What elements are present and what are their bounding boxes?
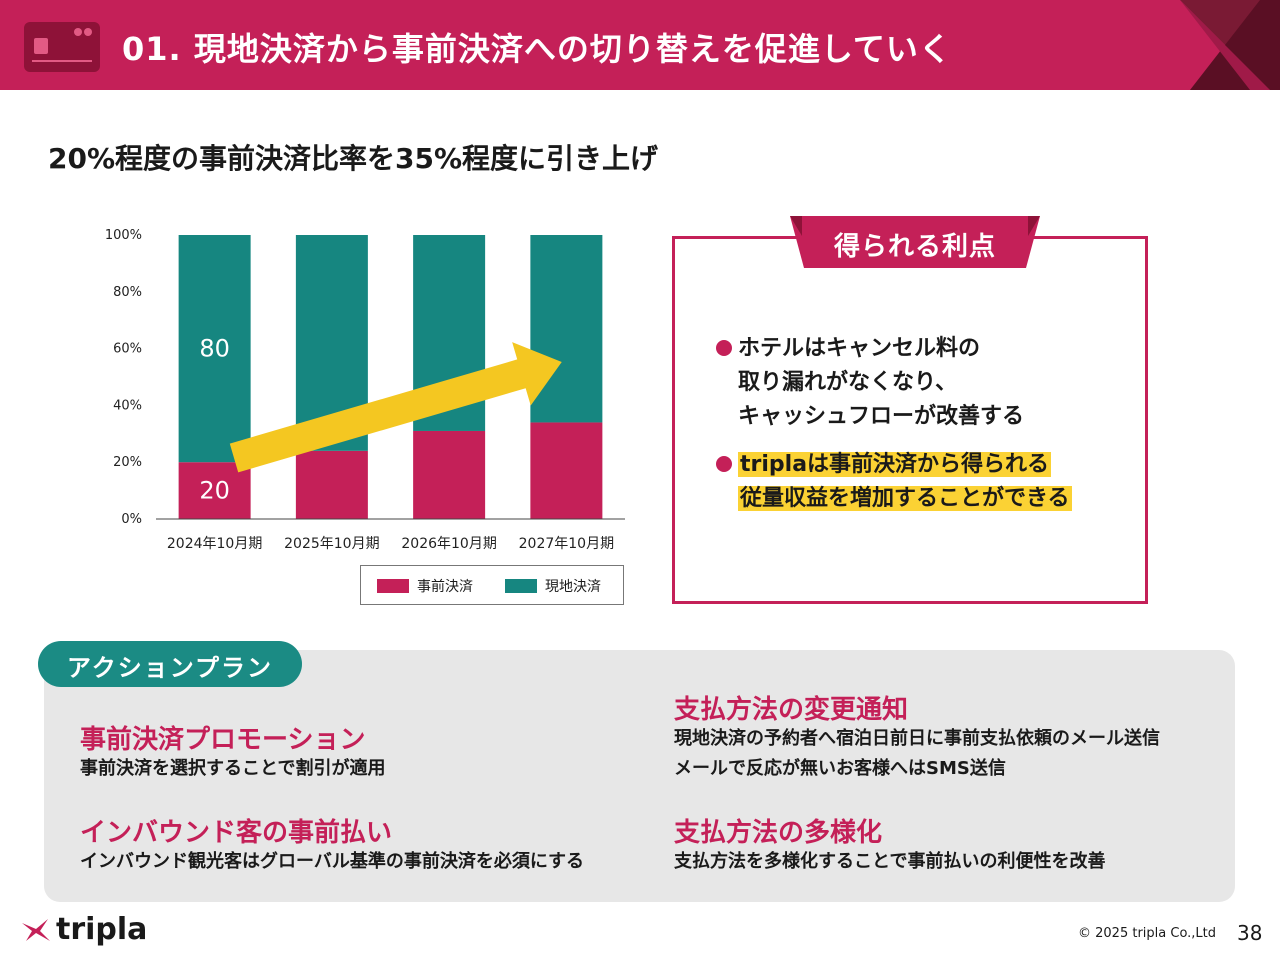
logo-text: tripla: [56, 912, 148, 947]
bullet-dot-icon: [716, 340, 732, 356]
action-plan-panel: [44, 650, 1235, 902]
plan-desc: 事前決済を選択することで割引が適用: [80, 758, 386, 779]
y-tick-label: 0%: [121, 512, 142, 527]
page-number: 38: [1237, 921, 1263, 945]
slide-title: 01. 現地決済から事前決済への切り替えを促進していく: [122, 30, 952, 68]
legend-swatch: [377, 579, 409, 593]
plan-desc: インバウンド観光客はグローバル基準の事前決済を必須にする: [80, 851, 584, 872]
tripla-logo: tripla: [22, 912, 147, 947]
legend-label: 現地決済: [545, 579, 601, 595]
data-label: 20: [199, 477, 230, 505]
legend-swatch: [505, 579, 537, 593]
action-plan-tab: [38, 641, 302, 687]
chart-legend: 事前決済 現地決済: [360, 565, 624, 605]
y-tick-label: 80%: [113, 285, 142, 300]
legend-label: 事前決済: [417, 579, 473, 595]
trend-arrow-shape: [229, 342, 562, 473]
plan-desc: 支払方法を多様化することで事前払いの利便性を改善: [674, 851, 1106, 872]
x-tick-label: 2026年10月期: [401, 536, 496, 552]
benefit-line: 取り漏れがなくなり、: [738, 370, 958, 395]
y-tick-label: 100%: [105, 228, 142, 243]
benefit-line: ホテルはキャンセル料の: [738, 336, 981, 361]
copyright: © 2025 tripla Co.,Ltd: [1078, 926, 1217, 941]
plan-title: 事前決済プロモーション: [80, 725, 366, 755]
plan-title: インバウンド客の事前払い: [80, 818, 393, 848]
x-tick-label: 2024年10月期: [167, 536, 262, 552]
benefit-item-2: triplaは事前決済から得られる 従量収益を増加することができる: [738, 448, 1072, 516]
header-decoration: [1180, 0, 1280, 90]
bullet-dot-icon: [716, 456, 732, 472]
bar-onsite: [178, 235, 251, 463]
benefit-line-highlight: triplaは事前決済から得られる: [738, 452, 1052, 477]
benefit-line-highlight: 従量収益を増加することができる: [738, 486, 1072, 511]
plan-desc: 現地決済の予約者へ宿泊日前日に事前支払依頼のメール送信: [674, 728, 1160, 749]
bar-prepay: [413, 430, 486, 519]
action-plan-label: アクションプラン: [66, 654, 274, 682]
legend-item-onsite: 現地決済: [505, 576, 601, 596]
x-tick-label: 2025年10月期: [284, 536, 379, 552]
slide-header: 01. 現地決済から事前決済への切り替えを促進していく: [0, 0, 1280, 90]
bird-icon: [22, 918, 50, 941]
y-tick-label: 60%: [113, 342, 142, 357]
y-tick-label: 40%: [113, 398, 142, 413]
trend-arrow: [229, 342, 562, 473]
x-tick-label: 2027年10月期: [519, 536, 614, 552]
slide-subtitle: 20%程度の事前決済比率を35%程度に引き上げ: [48, 142, 659, 175]
bar-onsite: [530, 235, 603, 423]
credit-card-icon: [24, 22, 100, 72]
stacked-bar-chart: 0% 20% 40% 60% 80% 100% 2024年10月期 2025年10月期 2026…: [105, 228, 625, 552]
benefit-item-1: ホテルはキャンセル料の 取り漏れがなくなり、 キャッシュフローが改善する: [738, 332, 1024, 434]
benefits-label: 得られる利点: [833, 232, 996, 262]
benefit-line: キャッシュフローが改善する: [738, 404, 1025, 429]
bar-prepay: [530, 422, 603, 519]
plan-title: 支払方法の多様化: [674, 818, 883, 848]
bar-prepay: [295, 450, 368, 519]
plan-desc: メールで反応が無いお客様へはSMS送信: [674, 758, 1006, 779]
legend-item-prepay: 事前決済: [377, 576, 473, 596]
y-tick-label: 20%: [113, 455, 142, 470]
data-label: 80: [199, 335, 230, 363]
plan-title: 支払方法の変更通知: [674, 695, 909, 725]
benefits-box: [672, 236, 1148, 604]
benefits-tab: [790, 216, 1040, 268]
